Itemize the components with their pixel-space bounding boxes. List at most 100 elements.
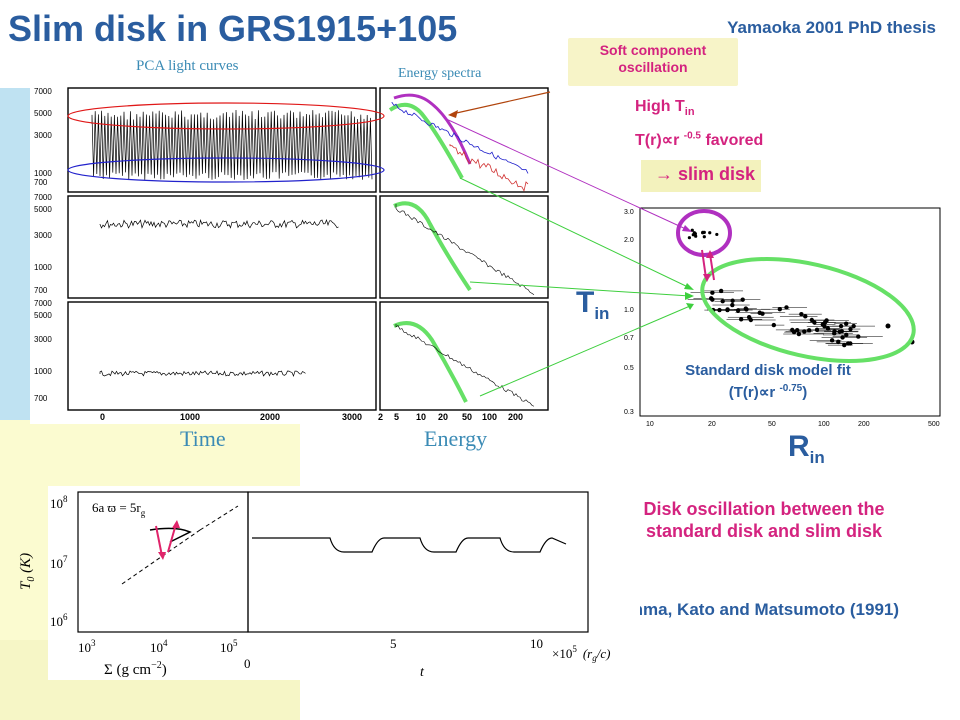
std-point xyxy=(885,323,891,329)
spec3-black xyxy=(395,324,535,407)
tr-favored-exponent: -0.5 xyxy=(683,130,701,142)
high-tin-subscript: in xyxy=(684,106,695,119)
green-connector-2 xyxy=(469,281,691,297)
standard-fit-line1: Standard disk model fit xyxy=(685,362,851,379)
spec1-blue xyxy=(391,102,529,174)
rin-sub: in xyxy=(809,448,825,467)
x-axis-label: Σ (g cm−2) xyxy=(104,660,167,678)
tin-rin-scatter-plot: 3.0 2.0 1.0 0.7 0.5 0.3 10 20 50 100 200 500 xyxy=(624,207,941,428)
scatter-xtick-5: 500 xyxy=(928,421,940,428)
model-t-ticks: 0 5 10 xyxy=(244,636,543,671)
scatter-frame xyxy=(639,207,941,417)
slim-disk-box xyxy=(641,160,761,192)
standard-disk-fit-label: Standard disk model fit (T(r)∝r -0.75) xyxy=(656,362,880,402)
lc-panel-1-trace xyxy=(91,110,373,180)
t-tick-10: 10 xyxy=(530,636,543,651)
high-tin-text: High T xyxy=(635,98,685,115)
arrow-up-head xyxy=(706,250,714,258)
magenta-connector xyxy=(443,117,689,231)
spec-panel-1-frame xyxy=(379,87,549,193)
lc-tick-panel1-3: 1000 xyxy=(34,169,52,178)
energy-spectra-label: Energy spectra xyxy=(398,66,482,81)
x-tick-1e4: 104 xyxy=(150,638,168,655)
soft-component-line1: Soft component xyxy=(599,42,707,58)
standard-disk-ellipse xyxy=(700,257,916,363)
spec-xtick-2: 10 xyxy=(416,412,426,422)
slim-point xyxy=(694,234,698,238)
spec-panel-2-frame xyxy=(379,195,549,299)
model-y-ticks: 108 107 106 xyxy=(50,494,68,629)
oscillation-description: Disk oscillation between the standard di… xyxy=(604,498,924,542)
standard-fit-prefix: (T(r)∝r xyxy=(728,384,780,401)
lc2-path xyxy=(99,218,339,229)
spec-xtick-1: 5 xyxy=(394,412,399,422)
lc-panel-2-frame xyxy=(67,195,377,299)
lc-tick-panel3-3: 1000 xyxy=(34,367,52,376)
y-tick-1e6: 106 xyxy=(50,612,68,629)
lc-tick-panel1-4: 700 xyxy=(34,178,48,187)
magenta-connector-head xyxy=(682,225,692,232)
scatter-xtick-3: 100 xyxy=(818,421,830,428)
slim-point xyxy=(715,232,719,237)
model-arrow-down xyxy=(155,525,163,557)
lc-tick-panel1-1: 5000 xyxy=(34,109,52,118)
spec-xtick-5: 100 xyxy=(482,412,497,422)
arrow-down-head xyxy=(703,274,711,282)
lc-panel-3-frame xyxy=(67,301,377,411)
y-axis-label: T0 (K) xyxy=(18,553,37,590)
scatter-ytick-3: 0.7 xyxy=(624,335,634,342)
scatter-x-ticks: 10 20 50 100 200 500 xyxy=(646,421,940,428)
high-state-ellipse xyxy=(67,102,385,130)
model-figure-background xyxy=(48,486,640,680)
rin-main: R xyxy=(788,430,810,463)
tr-favored-prefix: T(r)∝r xyxy=(635,132,684,149)
tin-label: Tin xyxy=(576,286,609,324)
temperature-time-trace xyxy=(252,537,567,553)
lc-tick-panel1-2: 3000 xyxy=(34,131,52,140)
standard-fit-line2: (T(r)∝r -0.75) xyxy=(656,380,880,402)
lc-tick-labels: 7000500030001000700700050003000100070070… xyxy=(34,87,52,403)
limit-cycle-curve xyxy=(149,527,192,543)
spec1-red xyxy=(449,144,529,192)
model-arrow-down-head xyxy=(158,552,166,560)
slim-point xyxy=(691,233,695,237)
spec1-green xyxy=(388,102,464,179)
tin-main: T xyxy=(576,286,595,319)
lc-tick-panel3-1: 5000 xyxy=(34,311,52,320)
lc-tick-panel2-2: 3000 xyxy=(34,231,52,240)
standard-fit-exponent: -0.75 xyxy=(779,383,803,394)
lc-tick-panel2-4: 700 xyxy=(34,286,48,295)
honma-model-figure: 108 107 106 T0 (K) 103 104 105 Σ (g cm−2… xyxy=(18,486,640,680)
lc-tick-panel1-0: 7000 xyxy=(34,87,52,96)
rin-label: Rin xyxy=(788,430,825,468)
spec2-black xyxy=(395,204,535,295)
arrow-up xyxy=(709,253,715,281)
t-tick-0: 0 xyxy=(244,656,251,671)
slim-point xyxy=(702,235,706,239)
scatter-xtick-2: 50 xyxy=(768,421,776,428)
scatter-ytick-1: 2.0 xyxy=(624,237,634,244)
green-connector-1 xyxy=(459,177,691,289)
scatter-xtick-1: 20 xyxy=(708,421,716,428)
spec-xtick-6: 200 xyxy=(508,412,523,422)
model-x-ticks: 103 104 105 xyxy=(78,638,238,655)
lc-xtick-1: 1000 xyxy=(180,412,200,422)
time-axis-label: Time xyxy=(180,426,226,451)
scatter-ytick-2: 1.0 xyxy=(624,307,634,314)
oscillation-line2: standard disk and slim disk xyxy=(645,521,883,541)
spec1-magenta xyxy=(393,93,472,165)
s-curve-dashed xyxy=(121,505,239,585)
scatter-ytick-5: 0.3 xyxy=(624,409,634,416)
green-connector-3 xyxy=(479,305,691,397)
t-tick-5: 5 xyxy=(390,636,397,651)
green-connector-2-head xyxy=(685,292,694,300)
slim-point xyxy=(702,230,706,234)
time-panel-frame xyxy=(247,491,589,633)
lc-xtick-2: 2000 xyxy=(260,412,280,422)
spec-panel-3-frame xyxy=(379,301,549,411)
scatter-points xyxy=(687,228,915,348)
model-arrow-up xyxy=(167,523,177,553)
lc-tick-panel2-0: 7000 xyxy=(34,193,52,202)
x-tick-1e5: 105 xyxy=(220,638,238,655)
